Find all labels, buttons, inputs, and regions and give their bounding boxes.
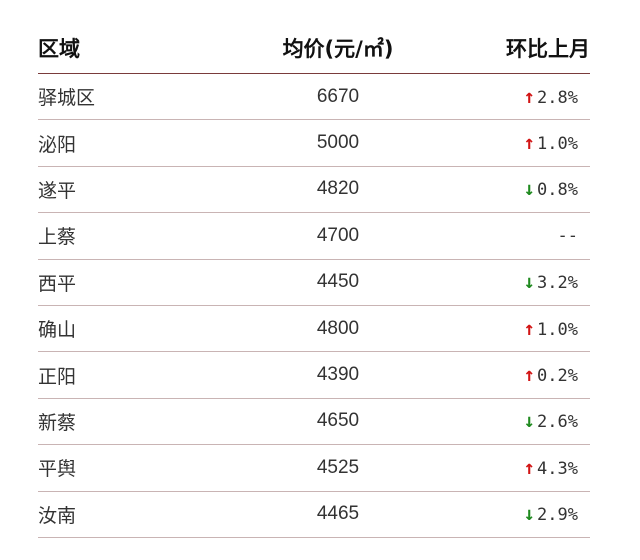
arrow-down-icon: ↓ xyxy=(523,503,536,526)
cell-change: ↑ 1.0% xyxy=(438,132,590,154)
change-value: 0.2% xyxy=(537,366,578,387)
table-row: 汝南 4465 ↓ 2.9% xyxy=(38,492,590,538)
table-header: 区域 均价(元/㎡) 环比上月 xyxy=(38,24,590,72)
cell-region: 西平 xyxy=(38,272,77,295)
change-value: 2.9% xyxy=(537,505,578,526)
table-row: 确山 4800 ↑ 1.0% xyxy=(38,306,590,353)
cell-price: 4525 xyxy=(316,456,360,478)
header-change: 环比上月 xyxy=(506,37,590,61)
cell-change: -- xyxy=(438,226,590,246)
arrow-up-icon: ↑ xyxy=(523,85,536,108)
change-value: 4.3% xyxy=(537,458,578,479)
header-region: 区域 xyxy=(38,37,80,61)
cell-price: 4700 xyxy=(316,224,360,246)
arrow-up-icon: ↑ xyxy=(523,364,536,387)
cell-price: 4800 xyxy=(316,317,360,339)
cell-region: 新蔡 xyxy=(38,411,77,434)
table-row: 遂平 4820 ↓ 0.8% xyxy=(38,167,590,214)
change-value: 2.8% xyxy=(537,87,578,108)
arrow-up-icon: ↑ xyxy=(523,132,536,155)
arrow-up-icon: ↑ xyxy=(523,456,536,479)
table-row: 驿城区 6670 ↑ 2.8% xyxy=(38,74,590,121)
cell-change: ↓ 2.9% xyxy=(438,503,590,525)
cell-region: 上蔡 xyxy=(38,226,77,249)
cell-price: 5000 xyxy=(316,132,360,154)
table-row: 上蔡 4700 -- xyxy=(38,213,590,260)
cell-price: 6670 xyxy=(316,85,360,107)
cell-price: 4650 xyxy=(316,410,360,432)
table-row: 平舆 4525 ↑ 4.3% xyxy=(38,445,590,492)
cell-change: ↓ 0.8% xyxy=(438,178,590,200)
cell-change: ↑ 0.2% xyxy=(438,364,590,386)
cell-change: ↓ 2.6% xyxy=(438,410,590,432)
header-divider xyxy=(38,73,590,74)
cell-price: 4465 xyxy=(316,503,360,525)
table-row: 正阳 4390 ↑ 0.2% xyxy=(38,352,590,399)
header-price: 均价(元/㎡) xyxy=(282,37,394,61)
cell-change: ↑ 2.8% xyxy=(438,86,590,108)
arrow-down-icon: ↓ xyxy=(523,178,536,201)
cell-change: ↑ 4.3% xyxy=(438,457,590,479)
arrow-down-icon: ↓ xyxy=(523,271,536,294)
cell-region: 遂平 xyxy=(38,179,77,202)
change-value: -- xyxy=(557,225,578,246)
cell-region: 正阳 xyxy=(38,365,77,388)
change-value: 1.0% xyxy=(537,134,578,155)
cell-region: 汝南 xyxy=(38,504,77,527)
cell-price: 4820 xyxy=(316,178,360,200)
cell-region: 驿城区 xyxy=(38,87,96,110)
change-value: 2.6% xyxy=(537,412,578,433)
cell-region: 平舆 xyxy=(38,458,77,481)
change-value: 1.0% xyxy=(537,319,578,340)
cell-change: ↑ 1.0% xyxy=(438,318,590,340)
cell-price: 4390 xyxy=(316,364,360,386)
change-value: 0.8% xyxy=(537,180,578,201)
cell-price: 4450 xyxy=(316,271,360,293)
cell-region: 泌阳 xyxy=(38,133,77,156)
arrow-up-icon: ↑ xyxy=(523,317,536,340)
cell-region: 确山 xyxy=(38,319,77,342)
change-value: 3.2% xyxy=(537,273,578,294)
table-row: 西平 4450 ↓ 3.2% xyxy=(38,260,590,306)
table-body: 驿城区 6670 ↑ 2.8% 泌阳 5000 ↑ 1.0% 遂平 4820 ↓ 0.8% 上蔡 4700… xyxy=(38,74,590,538)
cell-change: ↓ 3.2% xyxy=(438,271,590,293)
arrow-down-icon: ↓ xyxy=(523,410,536,433)
table-row: 泌阳 5000 ↑ 1.0% xyxy=(38,120,590,167)
table-row: 新蔡 4650 ↓ 2.6% xyxy=(38,399,590,446)
